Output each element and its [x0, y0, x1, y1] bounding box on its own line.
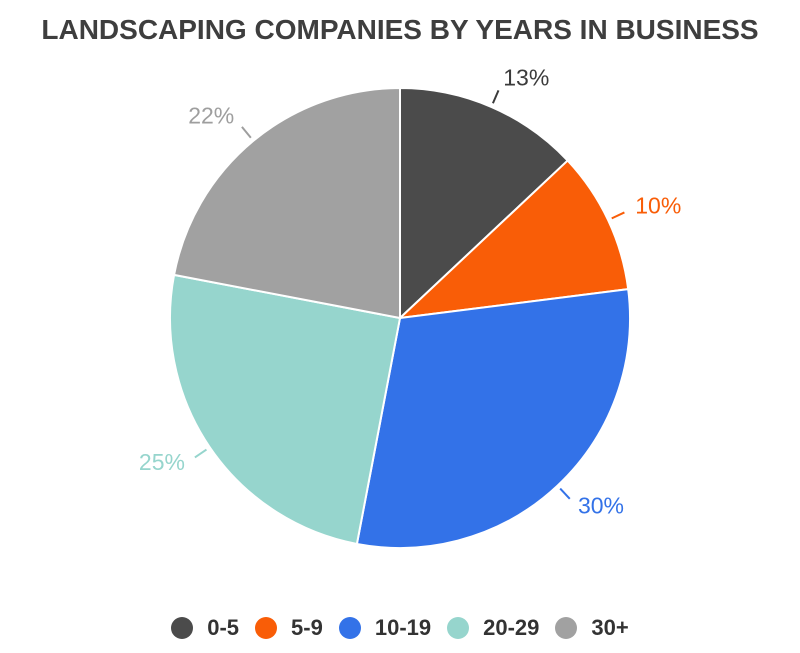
legend-label: 0-5 — [207, 615, 240, 640]
percent-label-30+: 22% — [188, 103, 234, 129]
percent-leader-line-10-19 — [559, 487, 571, 500]
pie-slice-0-5[interactable] — [399, 86, 570, 321]
legend-swatch-icon — [555, 617, 578, 639]
percent-label-20-29: 25% — [139, 449, 185, 475]
percent-leader-line-30+ — [241, 126, 252, 139]
legend-label: 10-19 — [374, 615, 432, 640]
legend-item-5-9[interactable]: 5-9 — [255, 615, 323, 641]
legend-label: 20-29 — [483, 615, 540, 640]
legend-item-0-5[interactable]: 0-5 — [171, 615, 239, 641]
legend-item-20-29[interactable]: 20-29 — [447, 615, 539, 641]
legend-label: 30+ — [591, 615, 629, 640]
percent-label-10-19: 30% — [578, 493, 624, 519]
legend: 0-5 5-9 10-19 20-29 30+ — [0, 615, 800, 641]
percent-leader-line-20-29 — [194, 448, 208, 459]
legend-swatch-icon — [255, 617, 278, 639]
pie-slice-30+[interactable] — [172, 86, 401, 320]
legend-label: 5-9 — [291, 615, 323, 640]
pie-slice-5-9[interactable] — [397, 159, 630, 320]
chart-title: LANDSCAPING COMPANIES BY YEARS IN BUSINE… — [41, 14, 759, 45]
percent-leader-line-5-9 — [611, 211, 625, 220]
legend-item-30+[interactable]: 30+ — [555, 615, 629, 641]
percent-leader-line-0-5 — [492, 90, 500, 104]
pie-slice-20-29[interactable] — [169, 273, 402, 546]
legend-swatch-icon — [447, 617, 470, 639]
legend-swatch-icon — [338, 617, 361, 639]
legend-item-10-19[interactable]: 10-19 — [338, 615, 432, 641]
percent-label-5-9: 10% — [635, 192, 681, 218]
pie-slice-10-19[interactable] — [355, 288, 631, 549]
pie-chart: 13% 10% 30% 25% 22% — [139, 64, 681, 549]
legend-swatch-icon — [171, 617, 194, 639]
percent-label-0-5: 13% — [503, 64, 549, 90]
